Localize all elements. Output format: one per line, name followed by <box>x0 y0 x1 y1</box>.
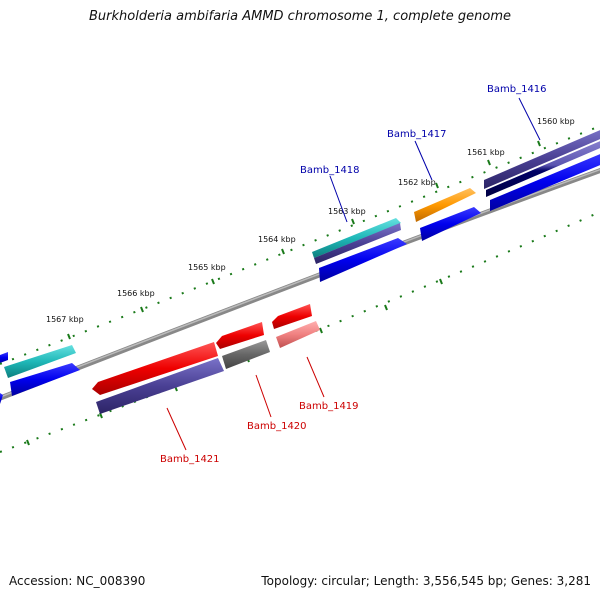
kbp-label: 1564 kbp <box>258 235 296 244</box>
kbp-label: 1565 kbp <box>188 263 226 272</box>
gene-feature[interactable] <box>484 128 600 189</box>
gene-feature[interactable] <box>216 322 264 349</box>
callout-line <box>518 97 541 141</box>
kbp-label: 1561 kbp <box>467 148 505 157</box>
gene-feature[interactable] <box>319 238 407 282</box>
topology-text: Topology: circular; Length: 3,556,545 bp… <box>261 574 591 588</box>
gene-feature[interactable] <box>486 139 600 197</box>
gene-feature[interactable] <box>0 393 3 404</box>
kbp-label: 1563 kbp <box>328 207 366 216</box>
gene-feature[interactable] <box>314 223 401 264</box>
kbp-label: 1562 kbp <box>398 178 436 187</box>
gene-feature[interactable] <box>276 321 320 348</box>
callout-line <box>306 356 325 398</box>
gene-label[interactable]: Bamb_1416 <box>487 84 547 95</box>
gene-feature[interactable] <box>414 188 476 222</box>
gene-feature[interactable] <box>96 358 224 414</box>
gene-feature[interactable] <box>420 207 481 241</box>
gene-feature[interactable] <box>4 345 76 378</box>
callout-line <box>166 407 187 451</box>
callout-line <box>329 175 348 223</box>
major-ticks <box>26 140 541 446</box>
gene-feature[interactable] <box>222 340 270 369</box>
gene-feature[interactable] <box>312 218 401 258</box>
map-title: Burkholderia ambifaria AMMD chromosome 1… <box>88 9 512 24</box>
gene-feature[interactable] <box>92 342 218 395</box>
gene-label[interactable]: Bamb_1417 <box>387 129 447 140</box>
gene-label[interactable]: Bamb_1421 <box>160 454 220 465</box>
gene-feature[interactable] <box>10 363 80 396</box>
gene-label[interactable]: Bamb_1418 <box>300 165 360 176</box>
callout-line <box>414 140 433 181</box>
accession-text: Accession: NC_008390 <box>9 574 146 588</box>
kbp-label: 1560 kbp <box>537 117 575 126</box>
gene-label[interactable]: Bamb_1419 <box>299 401 359 412</box>
kbp-label: 1566 kbp <box>117 289 155 298</box>
kbp-label: 1567 kbp <box>46 315 84 324</box>
gene-label[interactable]: Bamb_1420 <box>247 421 307 432</box>
gene-feature[interactable] <box>0 352 8 363</box>
gene-feature[interactable] <box>272 304 312 329</box>
gene-feature[interactable] <box>490 152 600 211</box>
callout-line <box>255 374 272 418</box>
